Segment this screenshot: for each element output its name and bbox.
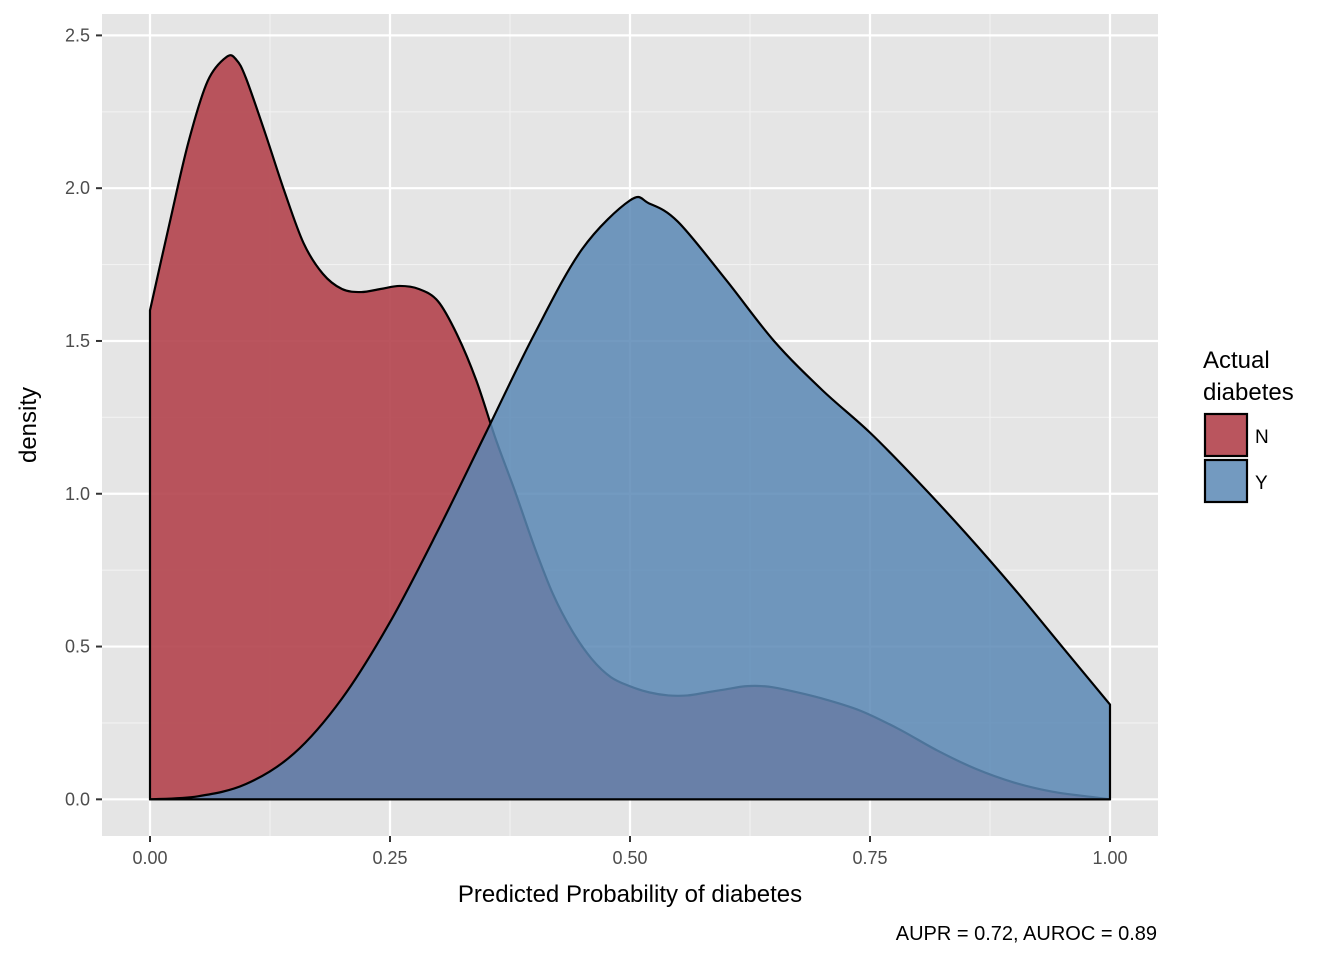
y-tick-label: 0.0	[65, 789, 90, 809]
x-tick-label: 0.00	[132, 848, 167, 868]
legend-key-n-swatch	[1203, 412, 1249, 458]
x-tick-label: 0.75	[852, 848, 887, 868]
y-tick-label: 1.5	[65, 331, 90, 351]
y-tick-label: 2.5	[65, 25, 90, 45]
legend-title-line-1: Actual	[1203, 347, 1270, 374]
legend-key-n-label: N	[1255, 427, 1269, 448]
x-tick-label: 0.50	[612, 848, 647, 868]
y-axis-title: density	[15, 387, 42, 463]
x-axis: 0.00 0.25 0.50 0.75 1.00	[132, 836, 1128, 868]
x-tick-label: 0.25	[372, 848, 407, 868]
y-tick-label: 1.0	[65, 484, 90, 504]
y-tick-label: 0.5	[65, 637, 90, 657]
legend-key-y-label: Y	[1255, 473, 1268, 494]
x-tick-label: 1.00	[1092, 848, 1127, 868]
legend-title-line-2: diabetes	[1203, 379, 1294, 406]
legend: Actual diabetes N Y	[1203, 347, 1294, 504]
y-axis: 0.0 0.5 1.0 1.5 2.0 2.5	[65, 25, 102, 809]
y-tick-label: 2.0	[65, 178, 90, 198]
density-areas	[148, 54, 1112, 801]
caption: AUPR = 0.72, AUROC = 0.89	[896, 923, 1157, 945]
density-area-y	[148, 195, 1112, 801]
x-axis-title: Predicted Probability of diabetes	[458, 881, 802, 908]
legend-key-y-swatch	[1203, 458, 1249, 504]
